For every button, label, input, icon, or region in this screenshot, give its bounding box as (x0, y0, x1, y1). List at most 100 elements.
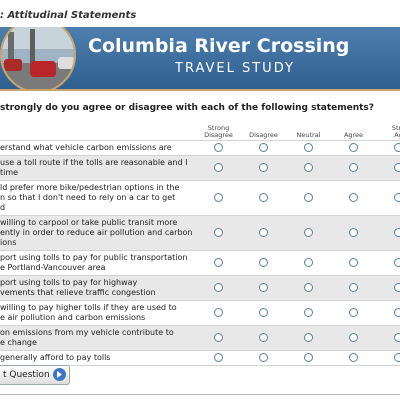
radio-cell (196, 155, 241, 181)
statement-text: use a toll route if the tolls are reason… (0, 155, 196, 181)
radio-button[interactable] (259, 227, 268, 237)
statement-line: generally afford to pay tolls (0, 353, 111, 362)
statement-line: port using tolls to pay for public trans… (0, 253, 188, 262)
radio-button[interactable] (349, 257, 358, 267)
radio-button[interactable] (394, 307, 400, 317)
next-question-button[interactable]: t Question (0, 365, 70, 385)
radio-button[interactable] (304, 227, 313, 237)
radio-cell (196, 180, 241, 216)
radio-button[interactable] (304, 282, 313, 292)
radio-button[interactable] (394, 332, 400, 342)
button-arrow (53, 368, 66, 381)
radio-button[interactable] (304, 352, 313, 362)
radio-button[interactable] (259, 142, 268, 152)
column-header: StroAg (376, 122, 400, 141)
radio-cell (286, 325, 331, 351)
radio-cell (376, 140, 400, 156)
statement-row: use a toll route if the tolls are reason… (0, 155, 400, 181)
footer-rule (0, 394, 400, 395)
column-header-line: Ag (394, 131, 400, 139)
radio-button[interactable] (349, 282, 358, 292)
radio-button[interactable] (349, 192, 358, 202)
statement-row: on emissions from my vehicle contribute … (0, 325, 400, 351)
radio-cell (286, 250, 331, 276)
radio-button[interactable] (214, 282, 223, 292)
radio-button[interactable] (394, 257, 400, 267)
radio-button[interactable] (214, 192, 223, 202)
radio-button[interactable] (394, 352, 400, 362)
radio-button[interactable] (349, 162, 358, 172)
radio-button[interactable] (214, 227, 223, 237)
statement-line: time (0, 168, 19, 177)
column-header-line: Disagree (249, 131, 278, 139)
radio-cell (241, 275, 286, 301)
radio-button[interactable] (214, 352, 223, 362)
statement-line: willing to carpool or take public transi… (0, 218, 178, 227)
radio-cell (196, 215, 241, 251)
radio-cell (331, 155, 376, 181)
radio-button[interactable] (304, 142, 313, 152)
radio-cell (376, 300, 400, 326)
radio-button[interactable] (214, 162, 223, 172)
statement-line: e air pollution and carbon emissions (0, 313, 146, 322)
radio-cell (241, 180, 286, 216)
radio-cell (196, 275, 241, 301)
radio-button[interactable] (394, 227, 400, 237)
statement-line: ently in order to reduce air pollution a… (0, 228, 193, 237)
statement-row: ld prefer more bike/pedestrian options i… (0, 180, 400, 216)
statement-text: port using tolls to pay for highway vemen… (0, 275, 196, 301)
radio-cell (241, 325, 286, 351)
statement-line: d (0, 203, 6, 212)
column-header-line: Disagree (204, 131, 233, 139)
radio-button[interactable] (259, 282, 268, 292)
radio-button[interactable] (304, 307, 313, 317)
banner-title: Columbia River Crossing (88, 35, 350, 57)
radio-button[interactable] (349, 332, 358, 342)
radio-button[interactable] (214, 142, 223, 152)
radio-cell (241, 140, 286, 156)
radio-button[interactable] (214, 332, 223, 342)
radio-button[interactable] (214, 307, 223, 317)
statement-row: willing to pay higher tolls if they are … (0, 300, 400, 326)
radio-cell (331, 250, 376, 276)
radio-button[interactable] (259, 307, 268, 317)
radio-cell (376, 155, 400, 181)
statement-row: erstand what vehicle carbon emissions ar… (0, 140, 400, 156)
radio-button[interactable] (349, 142, 358, 152)
radio-button[interactable] (259, 192, 268, 202)
radio-button[interactable] (259, 332, 268, 342)
radio-button[interactable] (394, 282, 400, 292)
radio-cell (241, 300, 286, 326)
radio-cell (196, 140, 241, 156)
radio-button[interactable] (259, 162, 268, 172)
radio-button[interactable] (349, 352, 358, 362)
radio-button[interactable] (394, 162, 400, 172)
radio-button[interactable] (304, 162, 313, 172)
radio-button[interactable] (394, 142, 400, 152)
button-label: t Question (3, 370, 50, 380)
radio-cell (331, 140, 376, 156)
column-header: Neutral (286, 122, 331, 141)
radio-button[interactable] (259, 257, 268, 267)
radio-button[interactable] (304, 332, 313, 342)
radio-cell (331, 350, 376, 366)
radio-cell (196, 300, 241, 326)
column-header-row: StrongDisagreeDisagreeNeutralAgreeStroAg (0, 122, 400, 141)
radio-button[interactable] (304, 257, 313, 267)
column-header-line: Agree (343, 131, 364, 139)
radio-button[interactable] (394, 192, 400, 202)
banner-subtitle: TRAVEL STUDY (175, 61, 295, 76)
radio-cell (331, 300, 376, 326)
radio-button[interactable] (349, 307, 358, 317)
radio-button[interactable] (259, 352, 268, 362)
statement-line: port using tolls to pay for highway (0, 278, 138, 287)
radio-button[interactable] (304, 192, 313, 202)
column-header-line: Stro (391, 124, 400, 132)
radio-cell (376, 215, 400, 251)
statement-line: ions (0, 238, 17, 247)
radio-cell (376, 180, 400, 216)
radio-cell (376, 325, 400, 351)
radio-button[interactable] (214, 257, 223, 267)
radio-button[interactable] (349, 227, 358, 237)
statement-line: e change (0, 338, 37, 347)
